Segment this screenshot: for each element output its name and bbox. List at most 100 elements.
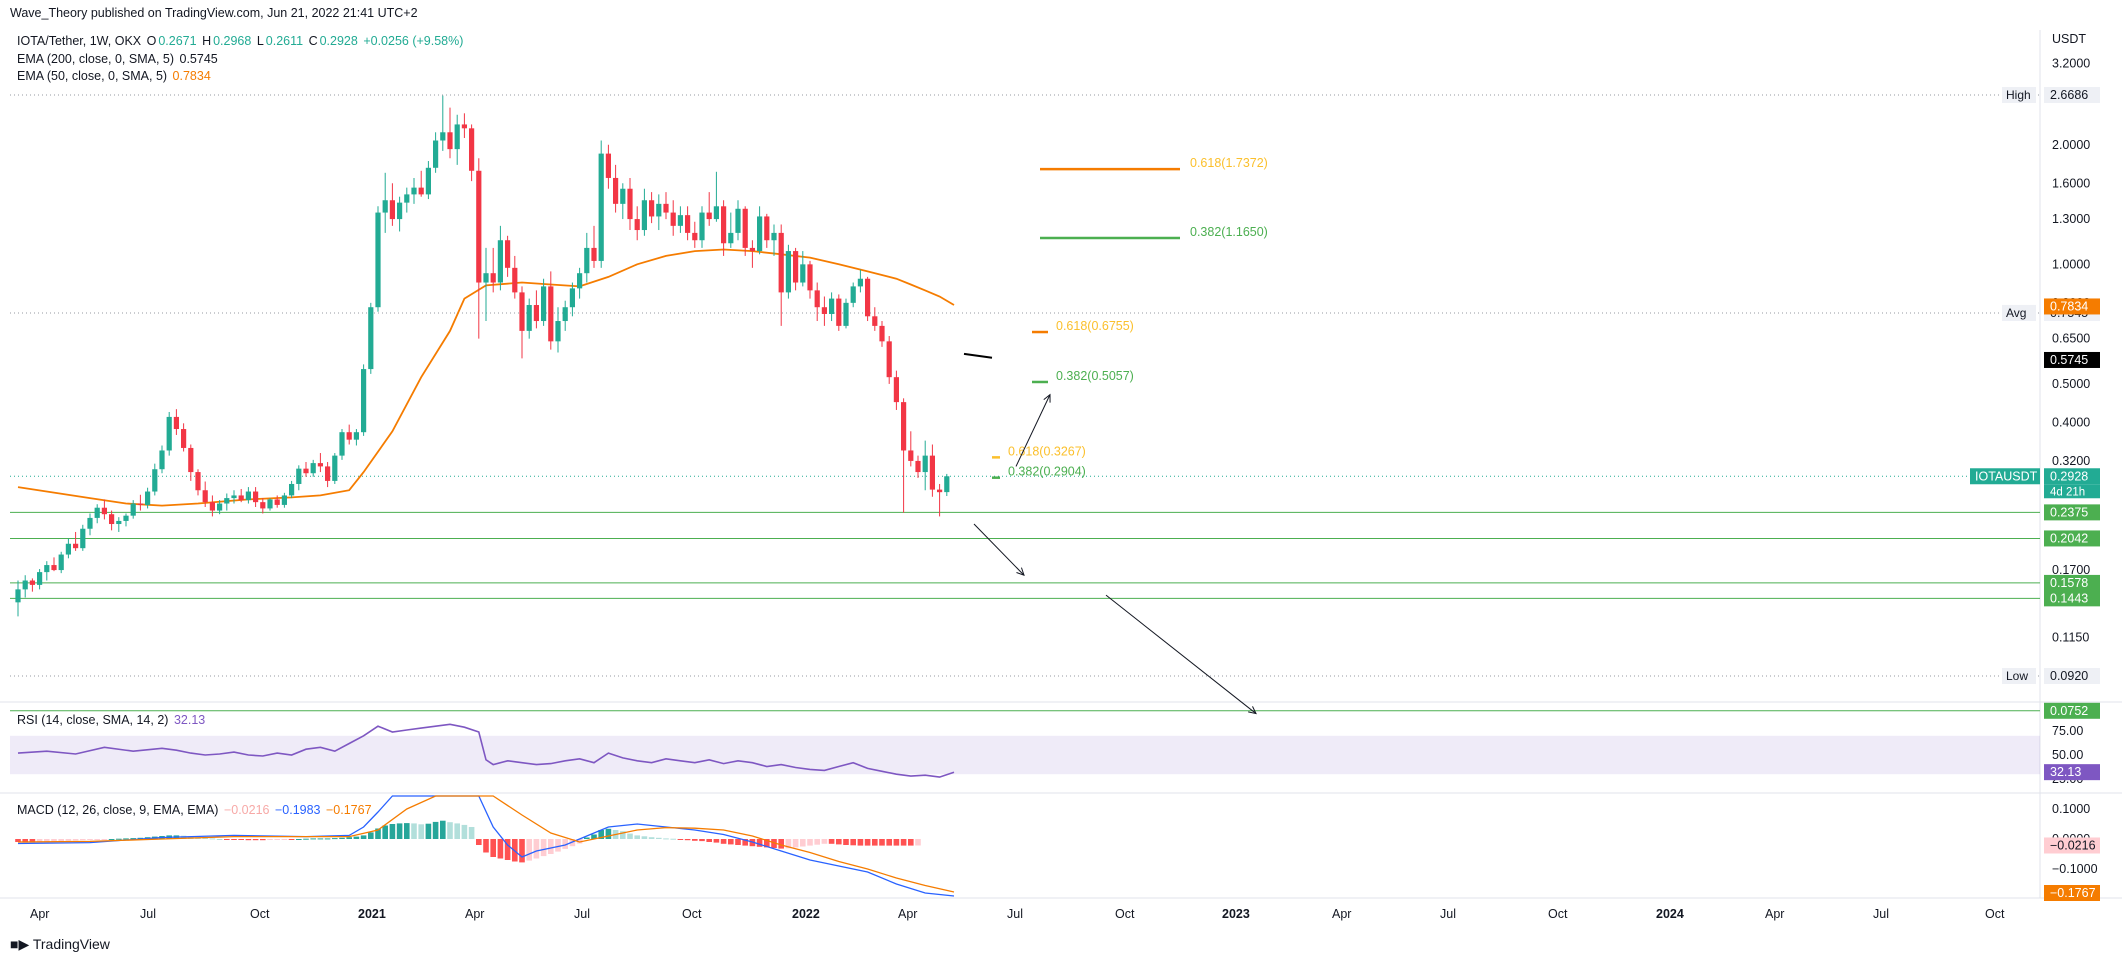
candle-body <box>814 290 820 308</box>
symbol-tag: IOTAUSDT <box>1975 469 2038 483</box>
candle-body <box>800 264 806 283</box>
candle-body <box>310 463 316 474</box>
candle-body <box>620 188 626 204</box>
macd-histogram-bar <box>836 839 842 845</box>
macd-histogram-bar <box>821 839 828 844</box>
macd-histogram-bar <box>404 823 410 839</box>
time-tick-label: Jul <box>1873 907 1889 921</box>
level-price-tag-bg <box>2044 574 2100 591</box>
macd-histogram-bar <box>684 839 691 841</box>
macd-histogram-bar <box>490 839 496 857</box>
rsi-tag: 32.13 <box>2050 765 2081 779</box>
macd-histogram-bar <box>80 839 86 841</box>
macd-histogram-bar <box>65 839 72 841</box>
macd-histogram-bar <box>116 838 122 840</box>
candle-body <box>145 491 151 505</box>
macd-histogram-bar <box>418 824 424 839</box>
price-tick-label: 1.3000 <box>2052 212 2090 226</box>
time-tick-label: Apr <box>30 907 49 921</box>
macd-histogram-bar <box>778 839 784 849</box>
candle-body <box>598 153 604 261</box>
price-tick-label: 0.3200 <box>2052 454 2090 468</box>
macd-histogram-bar <box>756 839 763 847</box>
candle-body <box>80 528 86 549</box>
macd-histogram-bar <box>468 827 475 839</box>
candle-body <box>505 240 511 268</box>
level-tag-bg <box>2002 87 2036 103</box>
candle-body <box>713 206 719 220</box>
macd-histogram-bar <box>94 839 100 840</box>
time-tick-label: Apr <box>898 907 917 921</box>
candle-body <box>202 490 208 503</box>
macd-histogram-bar <box>908 839 914 846</box>
price-tick-label: 2.0000 <box>2052 138 2090 152</box>
macd-histogram-bar <box>296 839 302 840</box>
candle-body <box>649 200 655 217</box>
candle-body <box>641 200 647 231</box>
candle-body <box>65 543 71 555</box>
macd-histogram-bar <box>598 830 604 839</box>
candle-body <box>195 472 201 491</box>
macd-histogram-bar <box>166 835 172 839</box>
macd-histogram-bar <box>159 836 165 839</box>
ema200-legend[interactable]: EMA (200, close, 0, SMA, 5) 0.5745 <box>17 52 220 66</box>
candle-body <box>454 124 460 150</box>
rsi-legend[interactable]: RSI (14, close, SMA, 14, 2) 32.13 <box>17 713 207 727</box>
macd-histogram-bar <box>252 839 259 841</box>
macd-histogram-bar <box>267 839 273 840</box>
level-tag-label: Low <box>2006 669 2028 683</box>
macd-histogram-bar <box>512 839 518 862</box>
macd-histogram-bar <box>548 839 554 854</box>
macd-histogram-bar <box>303 838 309 840</box>
level-price-tag: 0.1578 <box>2050 576 2088 590</box>
candle-body <box>224 498 230 504</box>
candle-body <box>37 572 43 585</box>
macd-histogram-bar <box>44 839 50 842</box>
candle-body <box>685 215 691 233</box>
ema50-legend[interactable]: EMA (50, close, 0, SMA, 5) 0.7834 <box>17 69 213 83</box>
candle-body <box>490 273 496 283</box>
candle-body <box>785 251 791 293</box>
candle-body <box>361 369 367 433</box>
candle-body <box>51 565 57 571</box>
time-tick-label: Oct <box>1985 907 2005 921</box>
ema50-label: EMA (50, close, 0, SMA, 5) <box>17 69 168 83</box>
macd-histogram-bar <box>670 838 676 840</box>
ema50-line <box>17 248 955 507</box>
macd-histogram-bar <box>22 839 28 843</box>
macd-line-value: −0.1983 <box>274 803 321 817</box>
macd-histogram-bar <box>29 839 36 843</box>
candle-body <box>656 203 662 217</box>
candle-body <box>231 495 237 499</box>
rsi-label: RSI (14, close, SMA, 14, 2) <box>17 713 169 727</box>
symbol-name[interactable]: IOTA/Tether, 1W, OKX <box>17 34 142 48</box>
macd-histogram-bar <box>519 839 525 863</box>
candle-body <box>512 267 518 293</box>
macd-legend[interactable]: MACD (12, 26, close, 9, EMA, EMA) −0.021… <box>17 803 374 817</box>
tradingview-logo[interactable]: ■▶ TradingView <box>10 936 110 953</box>
candle-body <box>742 208 748 248</box>
level-tag-label: Avg <box>2006 306 2026 320</box>
rsi-tag-bg <box>2044 764 2100 781</box>
price-tick-label: 0.1150 <box>2052 631 2089 645</box>
macd-histogram-bar <box>209 838 216 840</box>
candle-body <box>677 215 683 226</box>
candle-body <box>908 450 914 461</box>
candle-body <box>577 273 583 289</box>
published-header: Wave_Theory published on TradingView.com… <box>10 6 418 20</box>
macd-histogram-bar <box>533 839 540 859</box>
candle-body <box>865 278 871 317</box>
price-tick-label: 1.0000 <box>2052 257 2090 271</box>
level-price-tag-bg <box>2044 590 2100 607</box>
macd-histogram-bar <box>706 839 712 842</box>
macd-histogram-bar <box>310 838 316 840</box>
candle-body <box>879 325 885 342</box>
candle-body <box>346 432 352 440</box>
candle-body <box>166 416 172 451</box>
macd-histogram-bar <box>152 836 158 839</box>
arrow-head <box>1016 567 1025 577</box>
candle-body <box>368 307 374 370</box>
candle-body <box>944 476 950 493</box>
macd-histogram-bar <box>634 835 640 839</box>
